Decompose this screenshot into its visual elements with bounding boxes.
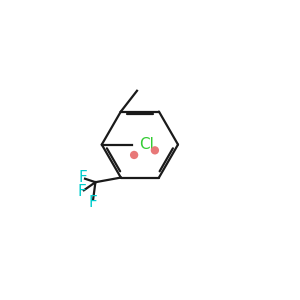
- Circle shape: [151, 146, 159, 154]
- Text: F: F: [78, 170, 87, 185]
- Text: F: F: [89, 196, 98, 211]
- Text: F: F: [77, 184, 86, 199]
- Text: Cl: Cl: [139, 137, 154, 152]
- Circle shape: [130, 151, 138, 159]
